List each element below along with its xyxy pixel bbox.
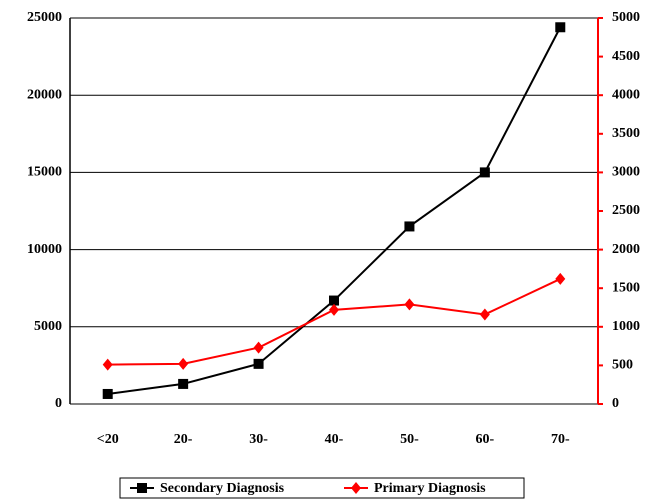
y-tick-label: 5000 — [34, 319, 62, 334]
y-tick-label: 25000 — [27, 10, 62, 25]
point — [178, 378, 189, 389]
y2-tick-label: 0 — [612, 396, 619, 411]
x-tick-label: 50- — [400, 432, 419, 447]
series-line — [107, 26, 562, 395]
legend-label: Secondary Diagnosis — [160, 481, 285, 496]
y2-tick-label: 5000 — [612, 10, 640, 25]
point — [479, 167, 490, 178]
y2-tick-label: 1500 — [612, 280, 640, 295]
y-tick-label: 20000 — [27, 87, 62, 102]
series-line — [107, 278, 561, 366]
point — [404, 221, 415, 232]
y2-tick-label: 3500 — [612, 126, 640, 141]
point — [351, 482, 361, 494]
legend-label: Primary Diagnosis — [374, 481, 486, 496]
x-tick-label: <20 — [97, 432, 119, 447]
y-tick-label: 0 — [55, 396, 62, 411]
point — [178, 357, 189, 370]
y2-tick-label: 4000 — [612, 87, 640, 102]
point — [404, 298, 415, 311]
point — [102, 358, 113, 371]
y2-tick-label: 500 — [612, 358, 633, 373]
x-tick-label: 40- — [325, 432, 344, 447]
point — [479, 308, 490, 321]
y2-tick-label: 3000 — [612, 165, 640, 180]
point — [555, 272, 566, 285]
y2-tick-label: 2000 — [612, 242, 640, 257]
y2-tick-label: 2500 — [612, 203, 640, 218]
legend-box — [119, 477, 525, 499]
point — [102, 388, 113, 399]
point — [253, 341, 264, 354]
point — [555, 22, 566, 33]
x-tick-label: 70- — [551, 432, 570, 447]
x-tick-label: 60- — [476, 432, 495, 447]
x-tick-label: 20- — [174, 432, 193, 447]
point — [137, 483, 147, 493]
point — [329, 303, 339, 316]
y-tick-label: 15000 — [27, 165, 62, 180]
point — [253, 358, 264, 369]
y2-tick-label: 4500 — [612, 49, 640, 64]
y2-tick-label: 1000 — [612, 319, 640, 334]
x-tick-label: 30- — [249, 432, 268, 447]
y-tick-label: 10000 — [27, 242, 62, 257]
point — [329, 295, 339, 306]
